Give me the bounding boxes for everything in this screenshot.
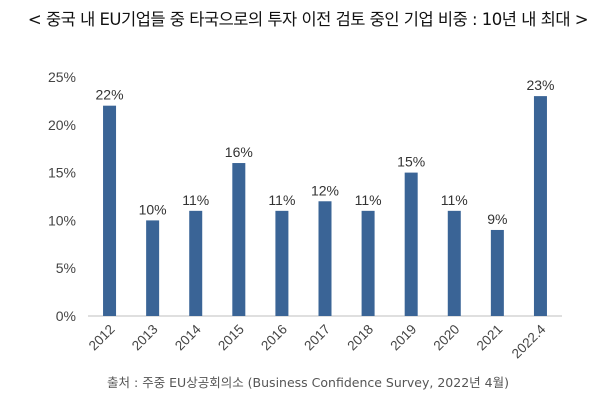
chart-title: < 중국 내 EU기업들 중 타국으로의 투자 이전 검토 중인 기업 비중 :… <box>27 10 589 29</box>
bar <box>232 163 246 316</box>
bar <box>533 96 547 317</box>
data-label: 12% <box>311 182 339 198</box>
x-tick-label: 2020 <box>431 322 463 354</box>
x-tick-label: 2013 <box>129 322 161 354</box>
y-tick-label: 10% <box>48 212 76 228</box>
x-tick-label: 2017 <box>301 322 333 354</box>
bar <box>103 105 117 317</box>
source-note: 출처 : 주중 EU상공회의소 (Business Confidence Sur… <box>107 375 509 390</box>
bar <box>318 201 332 316</box>
bar <box>361 210 375 316</box>
y-tick-label: 20% <box>48 117 76 133</box>
bar <box>189 210 203 316</box>
data-label: 15% <box>397 154 425 170</box>
y-tick-label: 5% <box>56 260 76 276</box>
data-label: 11% <box>182 192 209 208</box>
data-label: 9% <box>487 211 507 227</box>
x-tick-label: 2015 <box>215 322 247 354</box>
data-label: 16% <box>225 144 253 160</box>
bar <box>275 210 289 316</box>
x-tick-label: 2019 <box>387 322 419 354</box>
x-tick-label: 2012 <box>86 322 118 354</box>
data-label: 11% <box>355 192 382 208</box>
y-tick-label: 15% <box>48 165 76 181</box>
bar <box>447 210 461 316</box>
x-tick-label: 2014 <box>172 321 204 353</box>
y-tick-label: 25% <box>48 69 76 85</box>
data-label: 11% <box>268 192 295 208</box>
data-label: 23% <box>526 77 554 93</box>
data-label: 10% <box>139 201 167 217</box>
bar <box>490 229 504 316</box>
bar <box>146 220 160 316</box>
x-tick-label: 2018 <box>344 322 376 354</box>
bar <box>404 172 418 316</box>
data-label: 11% <box>441 192 468 208</box>
x-tick-label: 2022.4 <box>509 321 549 361</box>
data-label: 22% <box>96 87 124 103</box>
x-tick-label: 2016 <box>258 322 290 354</box>
y-tick-label: 0% <box>56 308 76 324</box>
x-tick-label: 2021 <box>474 322 506 354</box>
